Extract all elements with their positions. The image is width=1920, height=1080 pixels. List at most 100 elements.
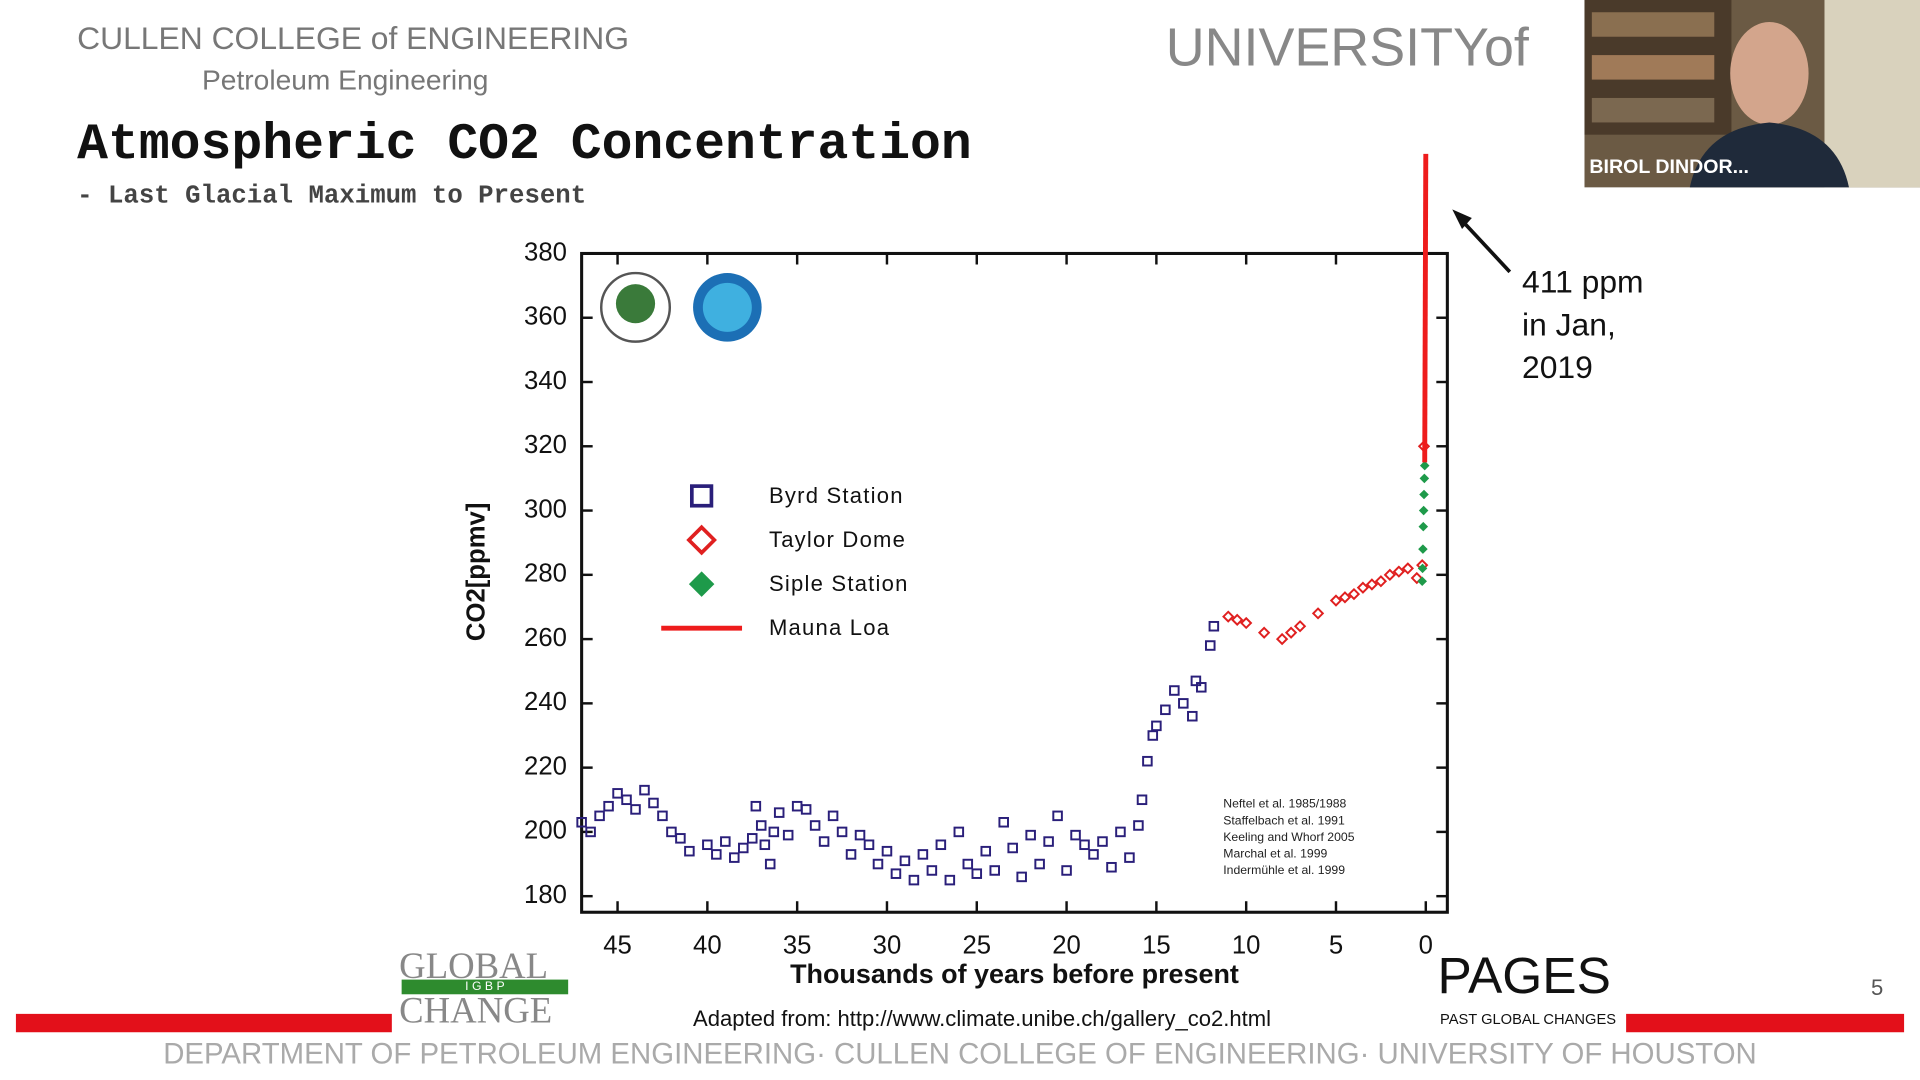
byrd-point: [818, 836, 830, 847]
taylor-point: [1338, 591, 1352, 604]
byrd-point: [702, 839, 713, 851]
byrd-point: [1052, 810, 1063, 822]
byrd-point: [926, 865, 938, 876]
annotation-arrowhead: [1452, 209, 1472, 229]
byrd-point: [1208, 620, 1220, 632]
department: Petroleum Engineering: [202, 64, 488, 95]
x-tick-label: 35: [783, 931, 812, 959]
y-tick-label: 180: [524, 881, 567, 909]
y-tick-label: 280: [524, 560, 567, 588]
byrd-point: [755, 820, 767, 831]
footer-banner: DEPARTMENT OF PETROLEUM ENGINEERING· CUL…: [163, 1037, 1757, 1070]
source: Adapted from: http://www.climate.unibe.c…: [693, 1006, 1271, 1031]
reference: Indermühle et al. 1999: [1223, 863, 1345, 877]
byrd-point: [872, 858, 884, 870]
taylor-point: [1410, 571, 1423, 585]
byrd-point: [729, 852, 740, 863]
annotation: 2019: [1522, 349, 1593, 385]
byrd-point: [1204, 640, 1216, 651]
x-tick-label: 10: [1232, 931, 1261, 959]
x-tick-label: 5: [1329, 931, 1343, 959]
byrd-point: [1043, 836, 1054, 847]
byrd-point: [1088, 849, 1099, 860]
byrd-point: [935, 839, 947, 851]
byrd-point: [782, 829, 794, 841]
byrd-point: [998, 817, 1009, 828]
byrd-point: [630, 804, 641, 815]
legend-label: Byrd Station: [769, 483, 904, 508]
byrd-point: [675, 833, 686, 844]
byrd-point: [989, 865, 1000, 876]
legend-label: Siple Station: [769, 571, 909, 596]
x-tick-label: 40: [693, 931, 722, 959]
byrd-point: [684, 845, 695, 857]
byrd-point: [576, 817, 587, 828]
taylor-point: [1401, 562, 1414, 575]
taylor-point: [1347, 587, 1361, 601]
byrd-point: [1079, 839, 1090, 851]
pages-sub: PAST GLOBAL CHANGES: [1440, 1012, 1616, 1028]
byrd-point: [738, 842, 749, 854]
siple-point: [1418, 505, 1429, 516]
siple-point: [1417, 576, 1427, 587]
annotation: 411 ppm: [1522, 263, 1644, 299]
taylor-point: [1275, 632, 1289, 646]
taylor-point: [1240, 616, 1253, 630]
taylor-point: [1374, 575, 1388, 588]
x-tick-label: 0: [1419, 931, 1433, 959]
byrd-point: [585, 826, 596, 838]
byrd-point: [711, 849, 722, 860]
logo-text: I G B P: [465, 979, 504, 993]
byrd-point: [1007, 842, 1018, 854]
y-tick-label: 300: [524, 495, 567, 523]
legend-label: Mauna Loa: [769, 615, 890, 640]
taylor-point: [1293, 620, 1307, 633]
y-tick-label: 320: [524, 431, 567, 459]
igbp-logo: GLOBAL I G B P CHANGE: [399, 945, 569, 1030]
byrd-point: [639, 784, 650, 796]
x-tick-label: 25: [962, 931, 991, 959]
reference: Staffelbach et al. 1991: [1223, 813, 1345, 827]
college: CULLEN COLLEGE of ENGINEERING: [77, 20, 629, 56]
agency-logos: [600, 271, 762, 343]
byrd-point: [836, 826, 848, 838]
legend-swatch: [686, 524, 717, 556]
siple-point: [1418, 521, 1429, 532]
taylor-point: [1356, 581, 1370, 594]
reference: Marchal et al. 1999: [1223, 846, 1327, 860]
y-tick-label: 260: [524, 624, 567, 652]
byrd-point: [971, 868, 983, 879]
byrd-point: [863, 839, 875, 851]
byrd-point: [791, 800, 803, 812]
byrd-point: [1151, 720, 1162, 732]
reference: Keeling and Whorf 2005: [1223, 830, 1354, 844]
page-number: 5: [1871, 975, 1883, 1000]
pages-logo: PAGES: [1438, 946, 1611, 1004]
y-tick-label: 200: [524, 817, 567, 845]
byrd-point: [827, 810, 839, 822]
byrd-point: [1136, 794, 1148, 806]
y-tick-label: 380: [524, 238, 567, 266]
taylor-point: [1311, 607, 1325, 620]
reference: Neftel et al. 1985/1988: [1223, 797, 1346, 811]
taylor-point: [1231, 613, 1244, 626]
byrd-point: [720, 836, 731, 847]
byrd-point: [773, 807, 785, 818]
siple-point: [1419, 489, 1429, 500]
byrd-point: [621, 794, 632, 806]
taylor-point: [1392, 565, 1406, 578]
byrd-point: [1034, 858, 1045, 870]
siple-point: [1419, 473, 1430, 484]
byrd-point: [890, 868, 902, 879]
byrd-point: [1025, 829, 1036, 841]
byrd-point: [944, 874, 956, 886]
byrd-point: [1097, 836, 1108, 847]
taylor-point: [1365, 578, 1379, 591]
y-tick-label: 360: [524, 303, 567, 331]
byrd-point: [809, 820, 821, 831]
participant-name: BIROL DINDOR...: [1589, 156, 1749, 178]
banner-bar: [15, 1013, 392, 1033]
byrd-point: [1070, 829, 1081, 841]
x-axis-label: Thousands of years before present: [790, 959, 1239, 989]
